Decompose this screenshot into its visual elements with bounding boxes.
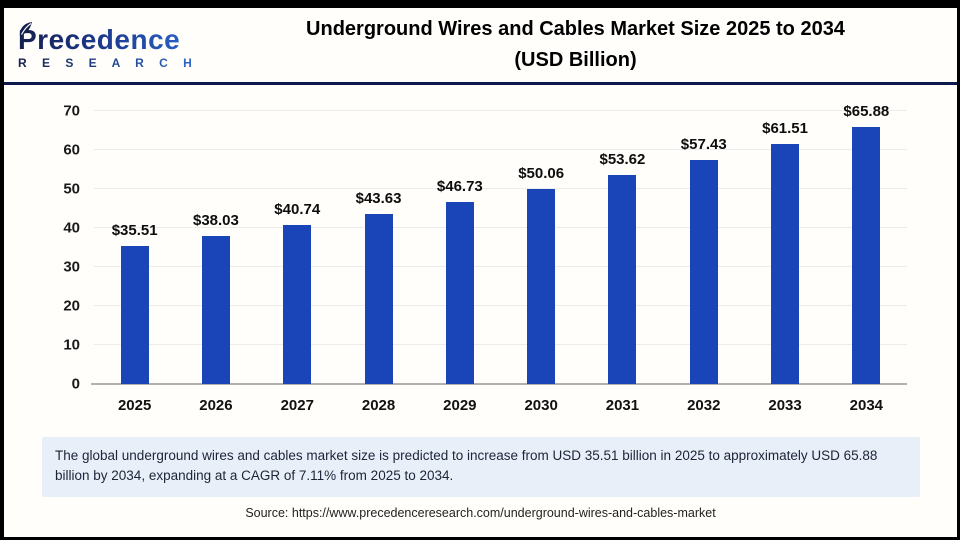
x-axis-label: 2031 bbox=[605, 397, 640, 414]
y-tick-label: 40 bbox=[63, 219, 80, 237]
x-axis-label: 2025 bbox=[117, 397, 152, 414]
y-tick-label: 70 bbox=[63, 102, 80, 120]
bar-value-label: $57.43 bbox=[680, 136, 727, 154]
chart-title-line1: Underground Wires and Cables Market Size… bbox=[306, 18, 845, 40]
x-axis-label: 2028 bbox=[361, 397, 396, 414]
bar-value-label: $35.51 bbox=[111, 221, 158, 239]
header: Precedence R E S E A R C H Underground W… bbox=[4, 8, 957, 85]
x-axis-label: 2029 bbox=[443, 397, 477, 414]
bar-value-label: $40.74 bbox=[274, 201, 321, 219]
bar-2033 bbox=[771, 144, 800, 384]
gridline bbox=[94, 149, 907, 150]
bar-2034 bbox=[852, 127, 881, 384]
gridline bbox=[94, 344, 907, 345]
gridline bbox=[94, 266, 907, 267]
bar-value-label: $38.03 bbox=[192, 211, 239, 229]
plot-area: $35.51 2025 $38.03 2026 $40.74 2027 $43.63 2028… bbox=[91, 104, 907, 413]
brand-subtitle: R E S E A R C H bbox=[18, 57, 208, 69]
source-line: Source: https://www.precedenceresearch.c… bbox=[245, 505, 716, 520]
bar-2030 bbox=[527, 188, 556, 384]
x-axis-line bbox=[91, 383, 907, 385]
bar-2025 bbox=[120, 245, 149, 384]
bar-2031 bbox=[608, 174, 637, 384]
x-axis-label: 2033 bbox=[768, 397, 802, 414]
x-axis-label: 2026 bbox=[199, 397, 233, 414]
gridline bbox=[94, 110, 907, 111]
y-tick-label: 50 bbox=[63, 180, 80, 198]
bar-value-label: $43.63 bbox=[355, 189, 402, 207]
x-axis-label: 2027 bbox=[280, 397, 314, 414]
x-axis-label: 2032 bbox=[687, 397, 721, 414]
summary-box: The global underground wires and cables … bbox=[42, 437, 920, 497]
bar-value-label: $46.73 bbox=[436, 177, 483, 195]
x-axis-label: 2034 bbox=[849, 397, 884, 414]
y-tick-label: 20 bbox=[63, 297, 80, 315]
bar-chart: 0 10 20 30 40 50 60 70 $35.51 2025 $38.03 2026 $40.… bbox=[4, 85, 957, 431]
y-tick-label: 30 bbox=[63, 258, 80, 276]
bar-value-label: $61.51 bbox=[762, 120, 808, 138]
bar-2029 bbox=[445, 201, 474, 384]
bar-value-label: $65.88 bbox=[843, 103, 890, 121]
y-tick-label: 60 bbox=[63, 141, 80, 159]
gridline bbox=[94, 305, 907, 306]
bar-value-label: $50.06 bbox=[518, 164, 565, 182]
summary-text: The global underground wires and cables … bbox=[55, 448, 878, 484]
brand-name: Precedence bbox=[18, 21, 208, 54]
chart-title: Underground Wires and Cables Market Size… bbox=[208, 14, 949, 76]
gridline bbox=[94, 188, 907, 189]
bar-2032 bbox=[689, 160, 718, 384]
x-axis-label: 2030 bbox=[524, 397, 558, 414]
gridline bbox=[94, 227, 907, 228]
chart-title-line2: (USD Billion) bbox=[514, 49, 637, 71]
brand-logo: Precedence R E S E A R C H bbox=[18, 21, 208, 69]
leaf-icon bbox=[19, 21, 32, 36]
bar-2027 bbox=[283, 225, 312, 384]
y-tick-label: 10 bbox=[63, 336, 80, 354]
y-axis-labels: 0 10 20 30 40 50 60 70 bbox=[4, 104, 80, 392]
y-tick-label: 0 bbox=[71, 375, 80, 393]
bar-value-label: $53.62 bbox=[599, 150, 646, 168]
bar-2028 bbox=[364, 213, 393, 384]
bar-2026 bbox=[201, 235, 230, 384]
